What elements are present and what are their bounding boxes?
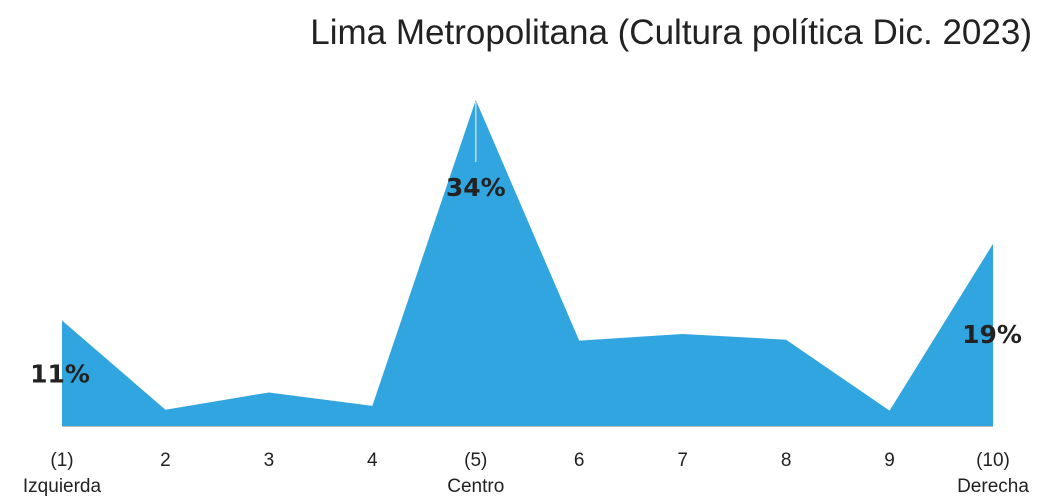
x-axis-ticks: (1) Izquierda 2 3 4 (5) Centro 6 7 8 9 (10) Derecha	[23, 450, 1029, 497]
data-labels: 11% 34% 19%	[30, 102, 1022, 389]
area-series-layer	[61, 99, 994, 427]
x-tick: 3	[264, 450, 275, 471]
x-tick: (10) Derecha	[957, 450, 1029, 497]
x-tick: (5) Centro	[447, 450, 504, 497]
x-tick: 6	[574, 450, 585, 471]
x-tick-sublabel: Derecha	[957, 476, 1029, 497]
x-tick: 8	[781, 450, 792, 471]
x-tick-sublabel: Centro	[447, 476, 504, 497]
x-tick-label: 6	[574, 450, 585, 471]
x-tick: 4	[367, 450, 378, 471]
data-label: 34%	[446, 173, 506, 202]
x-tick-label: 9	[884, 450, 895, 471]
x-tick-sublabel: Izquierda	[23, 476, 102, 497]
chart-title: Lima Metropolitana (Cultura política Dic…	[310, 13, 1032, 52]
x-tick: 7	[677, 450, 688, 471]
x-tick-label: 7	[677, 450, 688, 471]
x-tick-label: (1)	[50, 450, 73, 471]
area-series-0	[62, 100, 993, 426]
x-tick: 9	[884, 450, 895, 471]
x-tick: 2	[160, 450, 171, 471]
data-label: 19%	[962, 320, 1022, 349]
x-tick-label: 4	[367, 450, 378, 471]
x-tick: (1) Izquierda	[23, 450, 102, 497]
x-tick-label: 3	[264, 450, 275, 471]
x-tick-label: 8	[781, 450, 792, 471]
x-tick-label: (5)	[464, 450, 487, 471]
x-tick-label: 2	[160, 450, 171, 471]
x-tick-label: (10)	[976, 450, 1010, 471]
data-label: 11%	[30, 360, 90, 389]
